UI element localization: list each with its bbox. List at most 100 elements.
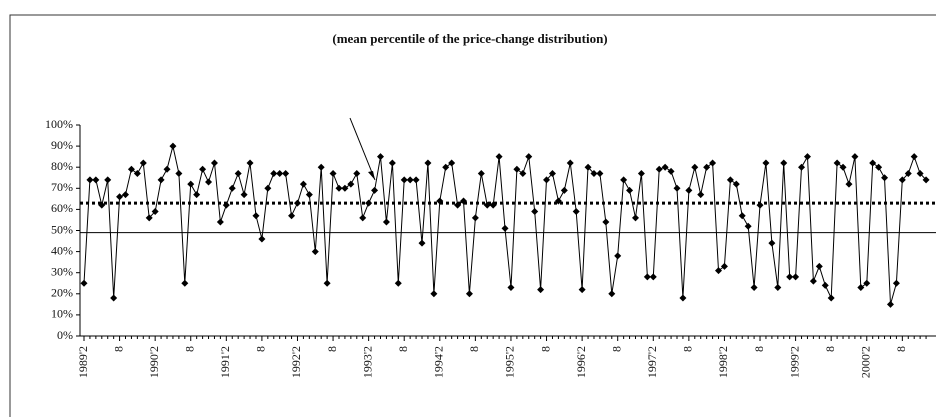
y-tick-label: 100%: [45, 117, 73, 131]
y-tick-label: 0%: [57, 328, 73, 342]
data-marker: [359, 214, 367, 222]
data-marker: [293, 199, 301, 207]
data-marker: [442, 163, 450, 171]
data-marker: [886, 300, 894, 308]
data-marker: [412, 176, 420, 184]
data-marker: [631, 214, 639, 222]
x-tick-label: 8: [182, 346, 196, 352]
data-marker: [477, 170, 485, 178]
data-marker: [104, 176, 112, 184]
data-marker: [649, 273, 657, 281]
data-marker: [762, 159, 770, 167]
data-marker: [626, 186, 634, 194]
data-marker: [803, 153, 811, 161]
x-tick-label: 1991'2: [218, 346, 232, 378]
data-marker: [720, 262, 728, 270]
x-tick-label: 1993'2: [360, 346, 374, 378]
data-marker: [703, 163, 711, 171]
data-marker: [222, 201, 230, 209]
data-marker: [234, 170, 242, 178]
data-marker: [489, 201, 497, 209]
data-marker: [738, 212, 746, 220]
data-marker: [584, 163, 592, 171]
data-marker: [145, 214, 153, 222]
data-marker: [151, 208, 159, 216]
data-marker: [240, 191, 248, 199]
data-marker: [821, 281, 829, 289]
data-marker: [691, 163, 699, 171]
data-marker: [560, 186, 568, 194]
data-marker: [157, 176, 165, 184]
data-marker: [578, 286, 586, 294]
y-tick-label: 80%: [51, 159, 73, 173]
data-marker: [501, 224, 509, 232]
data-marker: [323, 279, 331, 287]
data-marker: [857, 283, 865, 291]
data-marker: [127, 165, 135, 173]
data-marker: [851, 153, 859, 161]
y-tick-label: 30%: [51, 264, 73, 278]
y-tick-label: 40%: [51, 243, 73, 257]
data-marker: [98, 201, 106, 209]
data-marker: [715, 267, 723, 275]
data-marker: [193, 191, 201, 199]
x-tick-label: 8: [609, 346, 623, 352]
data-marker: [205, 178, 213, 186]
data-marker: [726, 176, 734, 184]
data-marker: [270, 170, 278, 178]
data-marker: [382, 218, 390, 226]
data-marker: [471, 214, 479, 222]
data-marker: [756, 201, 764, 209]
data-marker: [732, 180, 740, 188]
data-marker: [697, 191, 705, 199]
data-marker: [673, 184, 681, 192]
data-marker: [898, 176, 906, 184]
data-marker: [448, 159, 456, 167]
data-marker: [643, 273, 651, 281]
annotation-arrow: [349, 117, 376, 181]
data-marker: [169, 142, 177, 150]
data-marker: [92, 176, 100, 184]
data-marker: [341, 184, 349, 192]
data-marker: [436, 197, 444, 205]
data-marker: [110, 294, 118, 302]
data-marker: [299, 180, 307, 188]
data-marker: [519, 170, 527, 178]
data-marker: [910, 153, 918, 161]
data-marker: [566, 159, 574, 167]
data-marker: [288, 212, 296, 220]
data-marker: [216, 218, 224, 226]
data-marker: [116, 193, 124, 201]
data-marker: [377, 153, 384, 161]
data-marker: [798, 163, 806, 171]
data-marker: [869, 159, 877, 167]
data-marker: [620, 176, 628, 184]
x-tick-label: 8: [396, 346, 410, 352]
data-marker: [460, 197, 468, 205]
x-tick-label: 1997'2: [645, 346, 659, 378]
data-marker: [792, 273, 800, 281]
data-marker: [371, 186, 379, 194]
data-marker: [210, 159, 218, 167]
x-tick-label: 1989'2: [76, 346, 90, 378]
chart-title: (mean percentile of the price-change dis…: [332, 31, 607, 46]
x-tick-label: 8: [254, 346, 268, 352]
data-marker: [317, 163, 325, 171]
x-tick-label: 8: [894, 346, 908, 352]
data-marker: [495, 153, 503, 161]
data-marker: [388, 159, 396, 167]
data-marker: [282, 170, 290, 178]
y-tick-label: 60%: [51, 201, 73, 215]
data-marker: [815, 262, 823, 270]
data-marker: [181, 279, 189, 287]
x-tick-label: 1998'2: [716, 346, 730, 378]
x-tick-label: 8: [538, 346, 552, 352]
data-marker: [602, 218, 610, 226]
data-marker: [916, 170, 924, 178]
data-marker: [554, 197, 562, 205]
x-tick-label: 1992'2: [289, 346, 303, 378]
x-tick-label: 1996'2: [574, 346, 588, 378]
data-marker: [922, 176, 930, 184]
x-tick-label: 2000'2: [859, 346, 873, 378]
